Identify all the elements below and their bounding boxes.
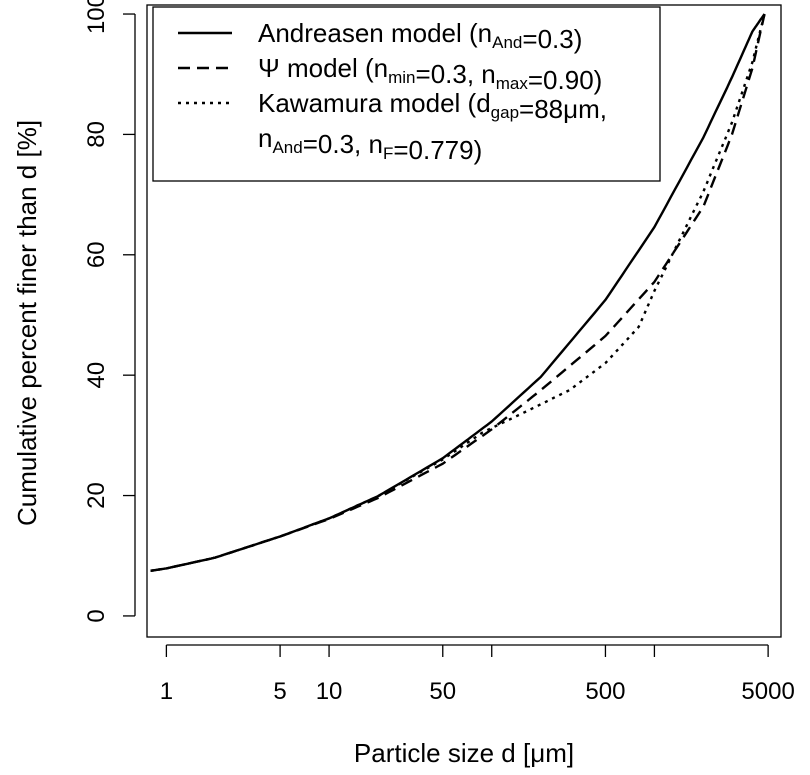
x-tick-label: 10: [316, 678, 343, 705]
y-tick-label: 80: [83, 121, 110, 148]
legend-label: Kawamura model (dgap=88μm,: [258, 88, 607, 124]
x-tick-label: 5: [273, 678, 286, 705]
legend-label: Andreasen model (nAnd=0.3): [258, 18, 582, 54]
y-axis-title: Cumulative percent finer than d [%]: [12, 120, 42, 526]
y-axis: 0 20 40 60 80 100: [83, 0, 136, 623]
y-tick-label: 20: [83, 482, 110, 509]
series-line-dotted: [150, 13, 766, 572]
x-axis-title: Particle size d [μm]: [354, 738, 574, 768]
y-tick-label: 100: [83, 0, 110, 34]
x-tick-label: 500: [585, 678, 625, 705]
x-tick-label: 5000: [741, 678, 794, 705]
legend-label: nAnd=0.3, nF=0.779): [258, 123, 482, 165]
series-line-dashed: [150, 13, 766, 572]
legend: Andreasen model (nAnd=0.3)Ψ model (nmin=…: [152, 6, 661, 182]
y-tick-label: 60: [83, 241, 110, 268]
x-tick-label: 1: [160, 678, 173, 705]
x-tick-label: 50: [429, 678, 456, 705]
series-layer: [150, 13, 766, 572]
y-tick-label: 0: [83, 609, 110, 622]
legend-box: [152, 6, 661, 182]
x-axis: 1 5 10 50 500 5000: [160, 644, 795, 705]
legend-label: Ψ model (nmin=0.3, nmax=0.90): [258, 53, 602, 95]
plot-frame: [146, 4, 782, 638]
y-tick-label: 40: [83, 362, 110, 389]
